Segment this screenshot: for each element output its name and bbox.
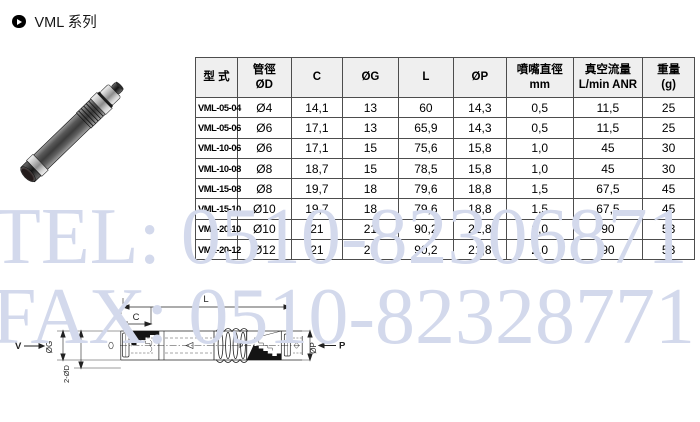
svg-text:2-ØD: 2-ØD <box>62 364 71 383</box>
svg-text:V: V <box>15 341 22 352</box>
svg-text:C: C <box>133 312 140 323</box>
svg-text:P: P <box>339 341 346 352</box>
svg-text:ØG: ØG <box>45 341 54 353</box>
svg-text:P: P <box>239 343 243 350</box>
svg-text:ØP: ØP <box>309 342 318 354</box>
svg-text:L: L <box>203 294 208 305</box>
